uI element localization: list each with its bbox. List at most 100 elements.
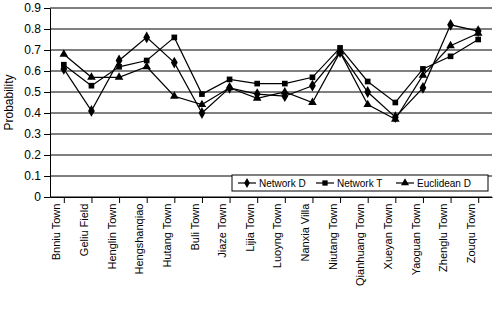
y-tick-mark [44,29,50,30]
chart-svg: 00.10.20.30.40.50.60.70.80.9Bnniu TownGe… [0,0,500,313]
x-tick: Buli Town [189,197,203,250]
data-point [199,91,205,97]
x-tick-label: Qianhuang Town [354,204,366,286]
legend-marker [401,178,409,185]
data-point [61,62,67,68]
x-tick-mark [478,197,479,203]
data-point [475,25,482,37]
y-tick: 0.1 [24,169,50,183]
x-tick: Zouqu Town [465,197,479,263]
data-point [87,72,96,79]
data-point [419,70,428,77]
data-point [282,81,288,87]
data-point [309,80,316,92]
plot-area: 00.10.20.30.40.50.60.70.80.9Bnniu TownGe… [24,1,492,286]
y-axis-line [50,9,51,198]
chart-container: 00.10.20.30.40.50.60.70.80.9Bnniu TownGe… [0,0,500,313]
y-tick-mark [44,71,50,72]
data-point [142,62,151,69]
y-tick-mark [44,92,50,93]
data-point [199,107,206,119]
x-tick-mark [285,197,286,203]
y-axis: 00.10.20.30.40.50.60.70.80.9 [24,1,50,204]
y-tick-mark [44,155,50,156]
data-point [227,77,233,83]
legend-label: Network D [259,178,306,189]
legend-item: Euclidean D [396,178,471,189]
x-tick: Niutang Town [327,197,341,270]
data-point [446,41,455,48]
data-point [420,82,427,94]
data-point [225,83,234,90]
x-tick: Henglin Town [106,197,120,269]
legend-marker [244,178,250,188]
y-tick: 0.4 [24,106,50,120]
y-tick-label: 0.7 [24,43,41,57]
data-point [60,49,69,56]
x-tick-label: Henglin Town [106,204,118,270]
legend-label: Euclidean D [417,178,471,189]
legend-label: Network T [337,178,382,189]
x-tick-mark [230,197,231,203]
x-tick-mark [395,197,396,203]
data-point [115,72,124,79]
y-tick-mark [44,113,50,114]
y-tick-mark [44,50,50,51]
x-axis-line [51,197,493,198]
x-tick-mark [147,197,148,203]
series-line [64,37,478,102]
data-point [310,74,316,80]
x-tick-label: Xueyan Town [382,204,394,270]
data-point [171,35,177,41]
y-tick-mark [44,134,50,135]
data-point [88,105,95,117]
y-tick: 0.6 [24,64,50,78]
x-tick-label: Nanxia Villa [299,203,311,262]
y-tick: 0.7 [24,43,50,57]
y-tick-label: 0.2 [24,148,41,162]
grid-line [50,113,492,114]
x-tick-mark [64,197,65,203]
data-point [89,83,95,89]
x-tick: Qianhuang Town [354,197,368,286]
grid-line [50,197,492,198]
y-tick: 0.8 [24,22,50,36]
y-tick: 0.2 [24,148,50,162]
legend-item: Network T [316,178,382,189]
x-tick-label: Yaoguan Town [410,204,422,276]
x-tick-mark [368,197,369,203]
x-tick: Yaoguan Town [410,197,424,275]
data-layer [60,19,483,123]
grid-line [50,155,492,156]
x-tick: Jiaze Town [216,197,230,258]
legend: Network D Network T Euclidean D [232,175,488,191]
grid-line [50,29,492,30]
data-point [116,64,122,70]
x-tick-label: Zhenglu Town [437,204,449,272]
y-tick: 0.5 [24,85,50,99]
series-markers [60,19,481,123]
data-point [448,53,454,59]
data-point [391,114,400,121]
x-tick: Zhenglu Town [437,197,451,272]
data-point [281,87,290,94]
grid-line [50,8,492,9]
x-tick-label: Lijia Town [244,204,256,252]
data-point [308,98,317,105]
data-point [253,93,262,100]
x-tick: Geliu Field [78,197,92,256]
y-tick-mark [44,176,50,177]
data-point [475,37,481,43]
grid [50,8,492,197]
data-point [170,91,179,98]
x-tick-label: Hengshanqiao [133,204,145,275]
series-line [64,33,478,119]
data-point [392,111,399,123]
y-tick-mark [44,197,50,198]
y-tick-label: 0.6 [24,64,41,78]
x-tick-label: Geliu Field [78,204,90,257]
data-point [365,79,371,85]
x-tick: Nanxia Villa [299,197,313,261]
legend-item: Network D [238,178,306,189]
x-tick-label: Niutang Town [327,204,339,270]
